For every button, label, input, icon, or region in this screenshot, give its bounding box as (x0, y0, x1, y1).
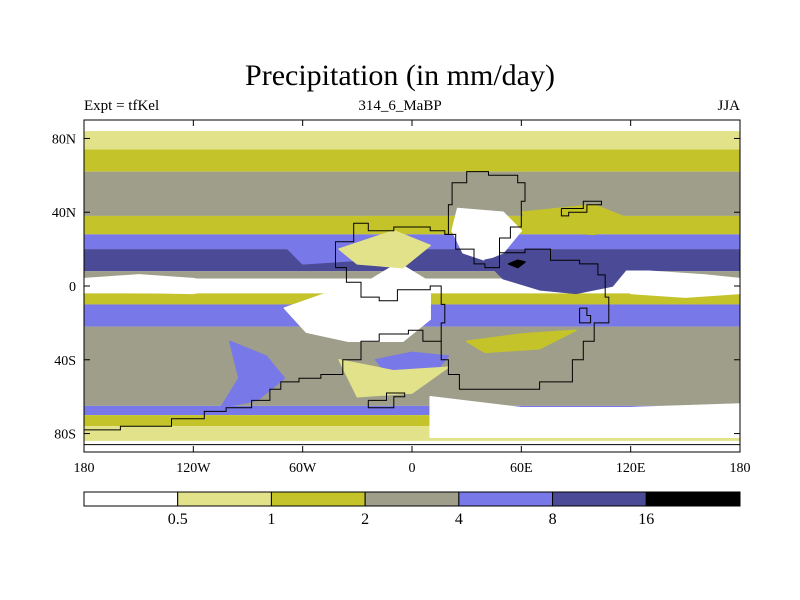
colorbar-label: 1 (267, 511, 275, 528)
x-tick-label: 0 (409, 461, 416, 476)
season-label: JJA (717, 98, 740, 114)
precip-region (338, 359, 450, 398)
chart-title: Precipitation (in mm/day) (245, 59, 555, 92)
precip-band (84, 215, 740, 235)
x-tick-label: 180 (74, 461, 95, 476)
x-tick-label: 120E (616, 461, 646, 476)
coastline-outline (84, 171, 740, 446)
precip-band (84, 415, 740, 427)
colorbar-swatch (177, 491, 272, 507)
precip-region (338, 229, 431, 269)
x-tick-label: 60W (289, 461, 317, 476)
colorbar-label: 8 (549, 511, 557, 528)
colorbar-label: 0.5 (168, 511, 188, 528)
x-tick-label: 120W (176, 461, 211, 476)
colorbar-swatch (83, 491, 179, 507)
y-tick-label: 0 (69, 280, 76, 295)
x-tick-label: 60E (510, 461, 533, 476)
precip-band (84, 149, 740, 172)
precip-band (84, 171, 740, 216)
precip-region (429, 395, 740, 438)
precip-band (84, 405, 740, 416)
precip-region (520, 204, 632, 236)
precipitation-field (84, 120, 740, 452)
x-tick-label: 180 (730, 461, 751, 476)
coastline (84, 222, 610, 434)
coastline (367, 392, 406, 409)
experiment-label: Expt = tfKel (84, 98, 160, 114)
precip-region (507, 259, 526, 269)
precip-region (465, 329, 577, 354)
y-axis: 80N 40N 0 40S 80S (52, 132, 740, 443)
coastline (444, 171, 526, 253)
y-tick-label: 40S (54, 354, 76, 369)
colorbar-swatch (270, 491, 366, 507)
colorbar-swatch (645, 491, 741, 507)
colorbar-swatch (458, 491, 554, 507)
colorbar-swatch (552, 491, 647, 507)
y-tick-label: 80N (52, 132, 76, 147)
y-tick-label: 40N (52, 206, 76, 221)
precip-band (84, 131, 740, 150)
run-label: 314_6_MaBP (358, 98, 442, 114)
colorbar-label: 4 (455, 511, 463, 528)
colorbar-label: 16 (638, 511, 654, 528)
precip-region (84, 274, 231, 295)
y-tick-label: 80S (54, 428, 76, 443)
precip-region (611, 270, 740, 298)
coastline (579, 307, 592, 324)
colorbar-label: 2 (361, 511, 369, 528)
colorbar: 0.5 1 2 4 8 16 (83, 491, 741, 528)
coastline (335, 267, 446, 342)
coastline (560, 200, 602, 217)
colorbar-swatch (364, 491, 460, 507)
x-axis: 180 120W 60W 0 60E 120E 180 (74, 120, 751, 476)
